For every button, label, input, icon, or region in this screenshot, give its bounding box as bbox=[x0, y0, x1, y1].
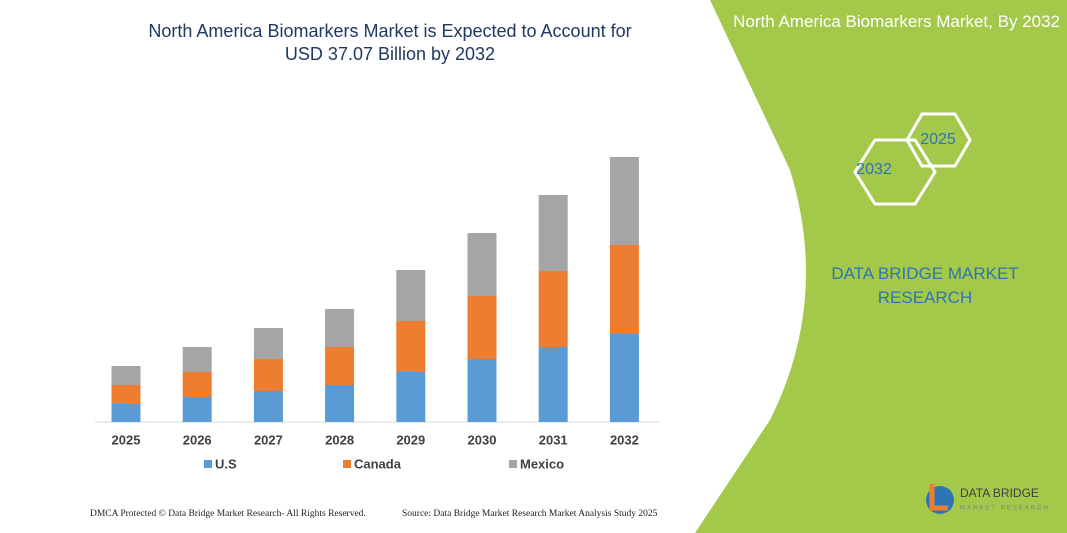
bar-segment bbox=[609, 245, 639, 334]
bar-segment bbox=[111, 385, 141, 404]
green-panel bbox=[695, 0, 1067, 533]
hexagon bbox=[853, 138, 937, 206]
bar-segment bbox=[325, 347, 355, 385]
x-tick-label: 2031 bbox=[539, 432, 568, 447]
bar-segment bbox=[609, 334, 639, 422]
bar-segment bbox=[467, 359, 497, 422]
logo-name: DATA BRIDGE bbox=[960, 486, 1039, 500]
bar-segment bbox=[253, 328, 283, 359]
bar-segment bbox=[609, 157, 639, 245]
bar-segment bbox=[325, 385, 355, 422]
x-tick-label: 2026 bbox=[183, 432, 212, 447]
bar-segment bbox=[111, 404, 141, 422]
logo-tagline: MARKET RESEARCH bbox=[960, 506, 1050, 512]
legend-swatch bbox=[204, 460, 212, 468]
panel-title: North America Biomarkers Market, By 2032 bbox=[733, 12, 1060, 31]
hex-label: 2032 bbox=[856, 161, 892, 178]
x-tick-label: 2032 bbox=[610, 432, 639, 447]
bar-segment bbox=[182, 397, 212, 422]
x-tick-label: 2027 bbox=[254, 432, 283, 447]
bar-segment bbox=[182, 347, 212, 372]
bar-segment bbox=[396, 270, 426, 321]
copyright: DMCA Protected © Data Bridge Market Rese… bbox=[90, 509, 366, 519]
legend-swatch bbox=[343, 460, 351, 468]
bar-segment bbox=[253, 391, 283, 422]
logo-icon bbox=[929, 484, 948, 511]
brand-text: DATA BRIDGE MARKET RESEARCH bbox=[831, 264, 1019, 307]
chart-title: North America Biomarkers Market is Expec… bbox=[148, 21, 632, 64]
legend-label: Mexico bbox=[520, 456, 564, 471]
legend-label: Canada bbox=[354, 456, 402, 471]
bar-segment bbox=[396, 321, 426, 372]
bar-segment bbox=[325, 309, 355, 347]
bar-segment bbox=[182, 372, 212, 397]
hexagon bbox=[905, 112, 972, 168]
source: Source: Data Bridge Market Research Mark… bbox=[402, 509, 658, 519]
x-tick-label: 2030 bbox=[468, 432, 497, 447]
legend-label: U.S bbox=[215, 456, 237, 471]
bar-segment bbox=[467, 296, 497, 359]
bar-segment bbox=[467, 233, 497, 296]
bar-segment bbox=[253, 359, 283, 391]
x-tick-label: 2029 bbox=[396, 432, 425, 447]
bar-segment bbox=[538, 271, 568, 347]
legend-swatch bbox=[509, 460, 517, 468]
bar-segment bbox=[538, 347, 568, 422]
x-tick-label: 2028 bbox=[325, 432, 354, 447]
bar-segment bbox=[396, 372, 426, 422]
hex-label: 2025 bbox=[920, 131, 956, 148]
bar-segment bbox=[538, 195, 568, 271]
x-tick-label: 2025 bbox=[112, 432, 141, 447]
bar-segment bbox=[111, 366, 141, 385]
